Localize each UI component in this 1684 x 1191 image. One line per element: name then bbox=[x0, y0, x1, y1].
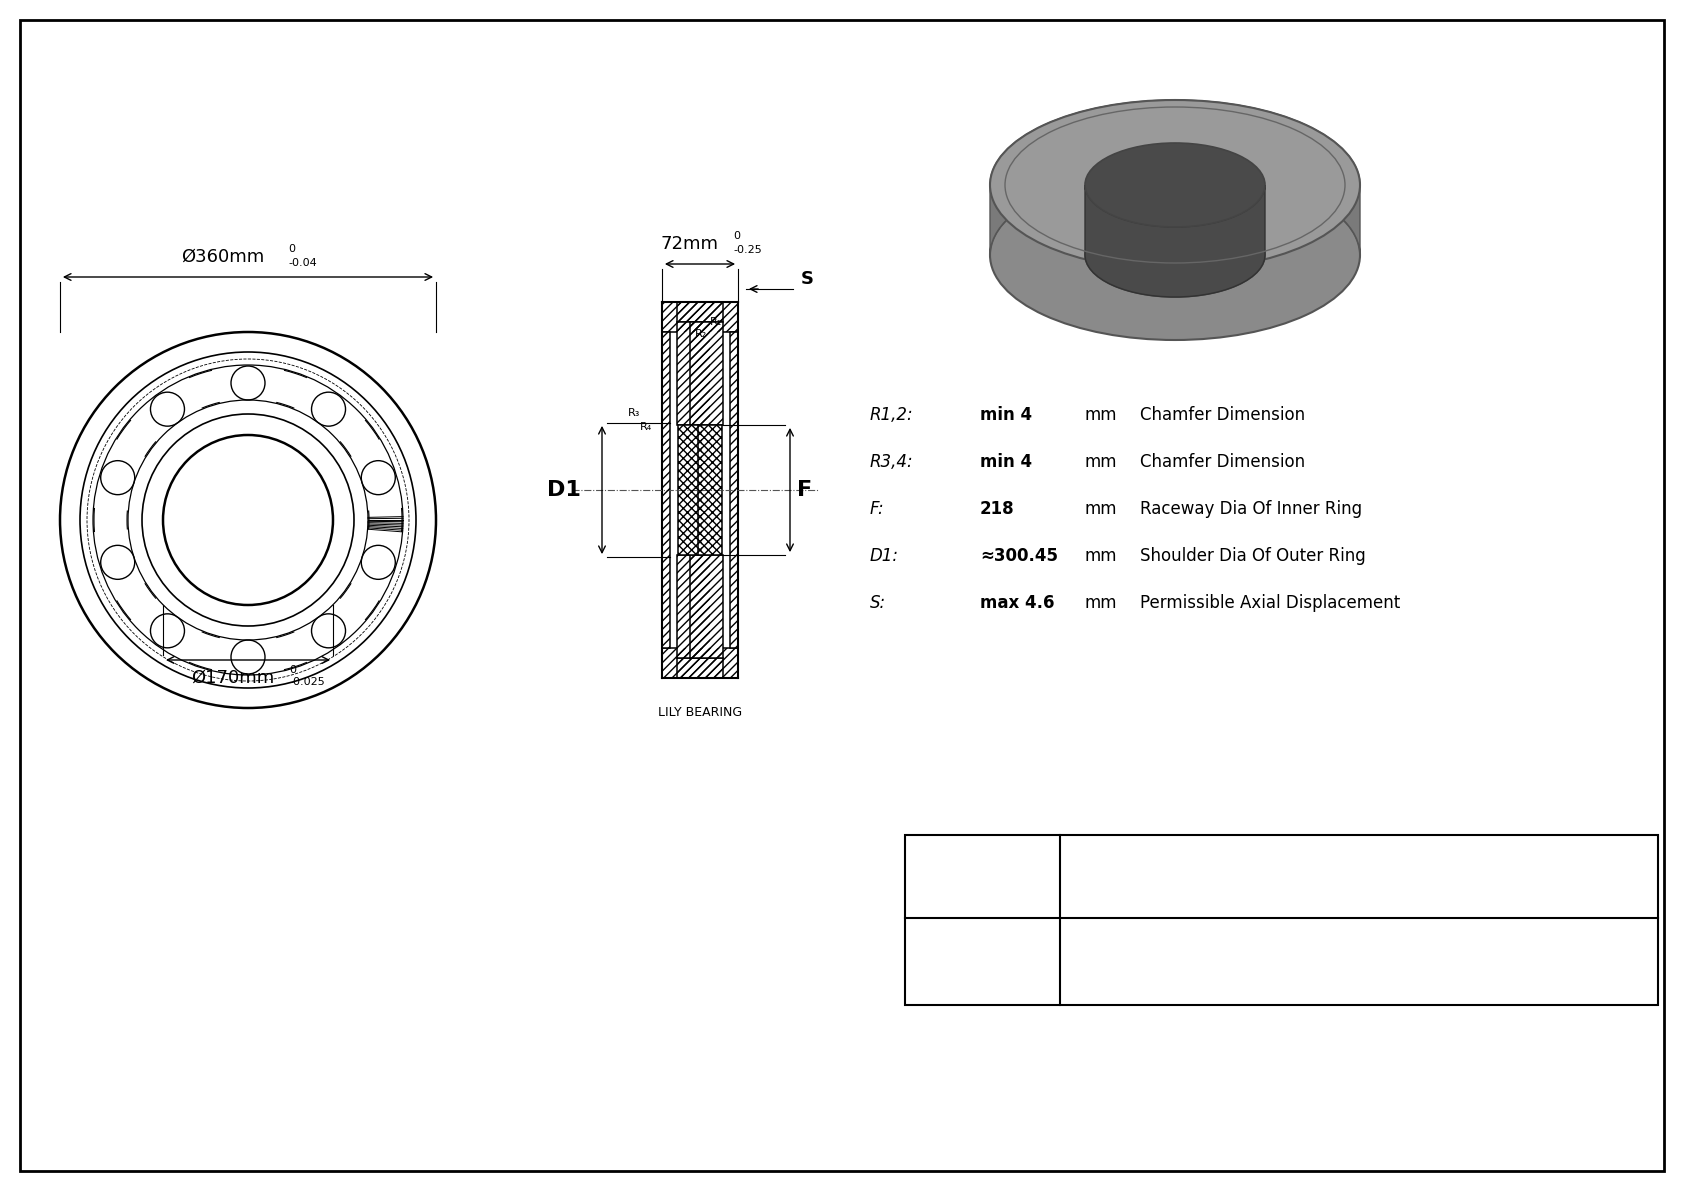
Text: 0: 0 bbox=[733, 231, 739, 241]
Text: SHANGHAI LILY BEARING LIMITED: SHANGHAI LILY BEARING LIMITED bbox=[1191, 858, 1527, 875]
Polygon shape bbox=[990, 100, 1361, 255]
Bar bbox=[662, 332, 670, 648]
Text: Ø170mm: Ø170mm bbox=[192, 669, 274, 687]
Text: Chamfer Dimension: Chamfer Dimension bbox=[1140, 453, 1305, 470]
Text: Raceway Dia Of Inner Ring: Raceway Dia Of Inner Ring bbox=[1140, 500, 1362, 518]
Text: NU 334 ECM Cylindrical Roller Bearings: NU 334 ECM Cylindrical Roller Bearings bbox=[1160, 953, 1558, 971]
Ellipse shape bbox=[1084, 213, 1265, 297]
Text: Email: lilybearing@lily-bearing.com: Email: lilybearing@lily-bearing.com bbox=[1223, 884, 1495, 899]
Bar bbox=[697, 425, 722, 555]
Bar bbox=[677, 657, 722, 678]
Bar bbox=[662, 332, 670, 648]
Ellipse shape bbox=[990, 170, 1361, 339]
Text: 0: 0 bbox=[290, 665, 296, 675]
Text: ®: ® bbox=[1046, 849, 1064, 867]
Text: mm: mm bbox=[1084, 500, 1118, 518]
Text: Chamfer Dimension: Chamfer Dimension bbox=[1140, 406, 1305, 424]
Bar bbox=[679, 425, 702, 555]
Bar bbox=[729, 332, 738, 648]
Bar bbox=[690, 322, 722, 425]
Bar bbox=[677, 322, 711, 425]
Text: min 4: min 4 bbox=[980, 453, 1032, 470]
Text: R₂: R₂ bbox=[695, 329, 707, 339]
Text: mm: mm bbox=[1084, 406, 1118, 424]
Bar bbox=[662, 303, 738, 332]
Text: LILY BEARING: LILY BEARING bbox=[658, 706, 743, 719]
Text: D1:: D1: bbox=[871, 547, 899, 565]
Bar bbox=[697, 425, 722, 555]
Bar bbox=[690, 555, 722, 657]
Text: Part
Number: Part Number bbox=[951, 946, 1014, 978]
Bar bbox=[677, 303, 722, 322]
Bar bbox=[677, 555, 711, 657]
Bar bbox=[677, 555, 711, 657]
Text: mm: mm bbox=[1084, 453, 1118, 470]
Text: 0: 0 bbox=[288, 244, 295, 254]
Bar bbox=[662, 648, 738, 678]
Text: R3,4:: R3,4: bbox=[871, 453, 914, 470]
Bar bbox=[677, 303, 722, 322]
Bar bbox=[690, 555, 722, 657]
Text: F:: F: bbox=[871, 500, 884, 518]
Bar bbox=[904, 835, 1659, 1005]
Ellipse shape bbox=[990, 100, 1361, 270]
Text: 218: 218 bbox=[980, 500, 1015, 518]
Text: mm: mm bbox=[1084, 547, 1118, 565]
Text: min 4: min 4 bbox=[980, 406, 1032, 424]
Text: R1,2:: R1,2: bbox=[871, 406, 914, 424]
Text: -0.04: -0.04 bbox=[288, 258, 317, 268]
Text: 72mm: 72mm bbox=[662, 235, 719, 252]
Ellipse shape bbox=[1084, 143, 1265, 227]
Text: LILY: LILY bbox=[913, 849, 1052, 904]
Text: Shoulder Dia Of Outer Ring: Shoulder Dia Of Outer Ring bbox=[1140, 547, 1366, 565]
Text: S:: S: bbox=[871, 594, 886, 612]
Text: -0.025: -0.025 bbox=[290, 676, 325, 687]
Text: S: S bbox=[802, 270, 813, 288]
Bar bbox=[677, 322, 711, 425]
Text: mm: mm bbox=[1084, 594, 1118, 612]
Bar bbox=[690, 322, 722, 425]
Bar bbox=[679, 425, 702, 555]
Text: F: F bbox=[798, 480, 813, 500]
Polygon shape bbox=[1084, 185, 1265, 297]
Bar bbox=[662, 648, 738, 678]
Text: Permissible Axial Displacement: Permissible Axial Displacement bbox=[1140, 594, 1401, 612]
Bar bbox=[677, 657, 722, 678]
Text: D1: D1 bbox=[547, 480, 581, 500]
Bar bbox=[729, 332, 738, 648]
Text: -0.25: -0.25 bbox=[733, 245, 761, 255]
Text: R₁: R₁ bbox=[711, 317, 722, 328]
Text: R₃: R₃ bbox=[628, 409, 640, 418]
Text: max 4.6: max 4.6 bbox=[980, 594, 1054, 612]
Text: R₄: R₄ bbox=[640, 422, 652, 432]
Text: ≈300.45: ≈300.45 bbox=[980, 547, 1058, 565]
Bar bbox=[662, 303, 738, 332]
Text: Ø360mm: Ø360mm bbox=[182, 248, 264, 266]
